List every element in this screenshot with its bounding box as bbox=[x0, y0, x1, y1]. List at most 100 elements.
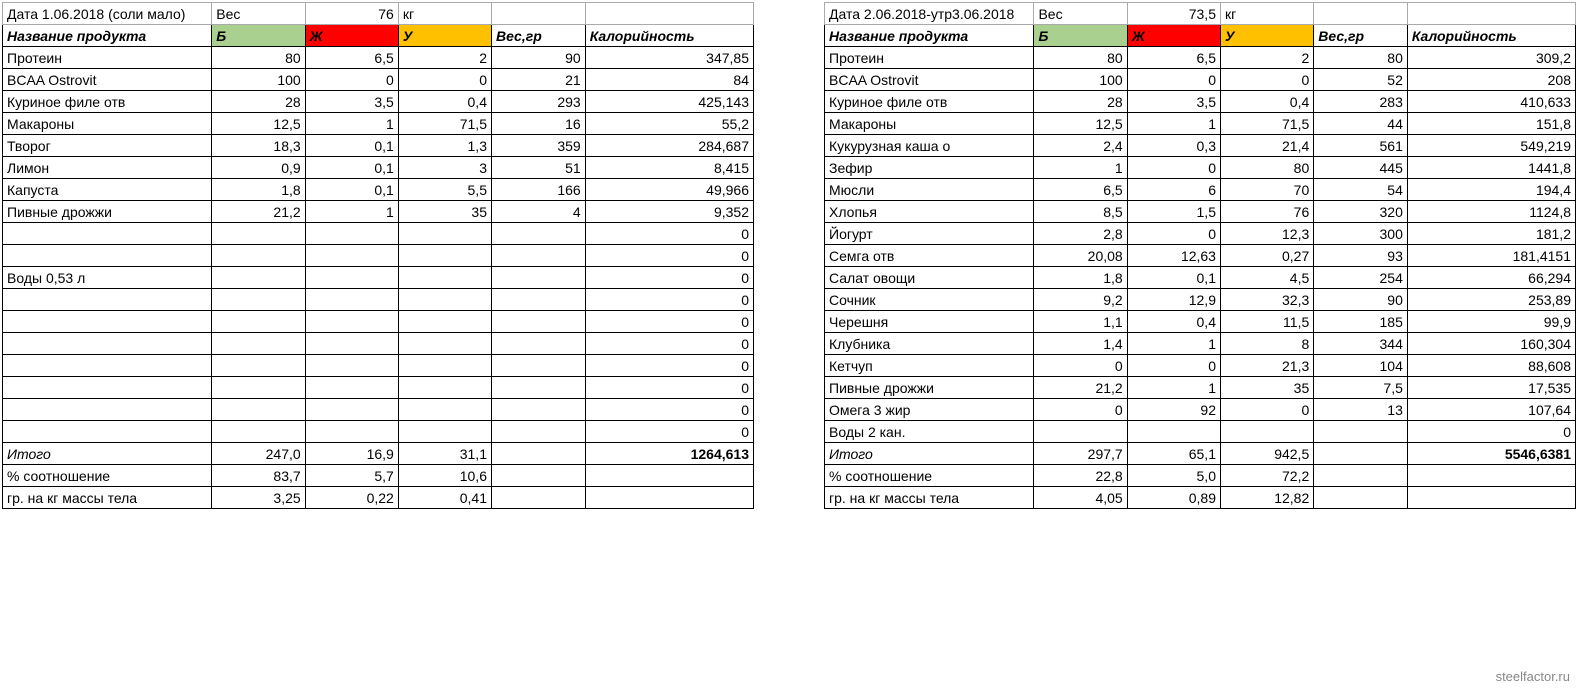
table-row: Пивные дрожжи21,21357,517,535 bbox=[825, 377, 1576, 399]
right-pct-j: 5,0 bbox=[1127, 465, 1220, 487]
cell: 4,5 bbox=[1220, 267, 1313, 289]
cell: Пивные дрожжи bbox=[3, 201, 212, 223]
cell: 0 bbox=[1220, 399, 1313, 421]
cell: 0 bbox=[1220, 69, 1313, 91]
cell: 0 bbox=[585, 399, 753, 421]
cell: 8,415 bbox=[585, 157, 753, 179]
kg-label: кг bbox=[1220, 3, 1313, 25]
cell: 0 bbox=[398, 69, 491, 91]
cell bbox=[305, 245, 398, 267]
cell: 0 bbox=[585, 355, 753, 377]
left-weight: 76 bbox=[305, 3, 398, 25]
cell: 9,352 bbox=[585, 201, 753, 223]
cell: 0 bbox=[1407, 421, 1575, 443]
cell: Протеин bbox=[825, 47, 1034, 69]
cell bbox=[3, 289, 212, 311]
cell bbox=[491, 421, 585, 443]
cell: 6,5 bbox=[1127, 47, 1220, 69]
cell: 0 bbox=[585, 223, 753, 245]
cell: 0,1 bbox=[305, 179, 398, 201]
cell bbox=[3, 399, 212, 421]
right-weight: 73,5 bbox=[1127, 3, 1220, 25]
cell: 0 bbox=[585, 377, 753, 399]
cell: 20,08 bbox=[1034, 245, 1127, 267]
table-row: 0 bbox=[3, 399, 754, 421]
table-row: Сочник9,212,932,390253,89 bbox=[825, 289, 1576, 311]
cell: 445 bbox=[1314, 157, 1408, 179]
blank bbox=[491, 487, 585, 509]
cell bbox=[491, 245, 585, 267]
cell bbox=[305, 377, 398, 399]
cell: 16 bbox=[491, 113, 585, 135]
cell: 35 bbox=[1220, 377, 1313, 399]
hdr-w: Вес,гр bbox=[491, 25, 585, 47]
cell: 0,4 bbox=[1220, 91, 1313, 113]
weight-label: Вес bbox=[212, 3, 305, 25]
cell: Кукурузная каша о bbox=[825, 135, 1034, 157]
cell: 51 bbox=[491, 157, 585, 179]
perkg-label: гр. на кг массы тела bbox=[3, 487, 212, 509]
left-pct-u: 10,6 bbox=[398, 465, 491, 487]
cell bbox=[491, 399, 585, 421]
cell: 21 bbox=[491, 69, 585, 91]
cell: 410,633 bbox=[1407, 91, 1575, 113]
table-row: Йогурт2,8012,3300181,2 bbox=[825, 223, 1576, 245]
cell bbox=[3, 355, 212, 377]
cell: 3,5 bbox=[1127, 91, 1220, 113]
cell: 104 bbox=[1314, 355, 1408, 377]
perkg-label: гр. на кг массы тела bbox=[825, 487, 1034, 509]
table-row: Куриное филе отв283,50,4293425,143 bbox=[3, 91, 754, 113]
cell: 21,4 bbox=[1220, 135, 1313, 157]
cell bbox=[3, 311, 212, 333]
table-row: 0 bbox=[3, 333, 754, 355]
cell: 55,2 bbox=[585, 113, 753, 135]
cell: Семга отв bbox=[825, 245, 1034, 267]
cell: 44 bbox=[1314, 113, 1408, 135]
cell bbox=[491, 333, 585, 355]
cell: 90 bbox=[491, 47, 585, 69]
left-total-w bbox=[491, 443, 585, 465]
cell: 12,3 bbox=[1220, 223, 1313, 245]
hdr-w: Вес,гр bbox=[1314, 25, 1408, 47]
cell: 7,5 bbox=[1314, 377, 1408, 399]
cell bbox=[305, 311, 398, 333]
cell: Куриное филе отв bbox=[825, 91, 1034, 113]
cell bbox=[3, 421, 212, 443]
cell: 254 bbox=[1314, 267, 1408, 289]
right-table: Дата 2.06.2018-утр3.06.2018 Вес 73,5 кг … bbox=[824, 2, 1576, 509]
cell: 0,3 bbox=[1127, 135, 1220, 157]
cell: 9,2 bbox=[1034, 289, 1127, 311]
cell: Зефир bbox=[825, 157, 1034, 179]
cell: 0 bbox=[1034, 399, 1127, 421]
cell bbox=[398, 399, 491, 421]
cell: 425,143 bbox=[585, 91, 753, 113]
right-header-row: Название продукта Б Ж У Вес,гр Калорийно… bbox=[825, 25, 1576, 47]
cell: 28 bbox=[212, 91, 305, 113]
cell: 18,3 bbox=[212, 135, 305, 157]
watermark: steelfactor.ru bbox=[1496, 669, 1570, 684]
table-row: Макароны12,5171,51655,2 bbox=[3, 113, 754, 135]
cell: 1,5 bbox=[1127, 201, 1220, 223]
table-row: Мюсли6,567054194,4 bbox=[825, 179, 1576, 201]
table-row: Воды 0,53 л0 bbox=[3, 267, 754, 289]
cell: 1,4 bbox=[1034, 333, 1127, 355]
cell: 2 bbox=[398, 47, 491, 69]
cell: 11,5 bbox=[1220, 311, 1313, 333]
cell: 6,5 bbox=[1034, 179, 1127, 201]
table-row: Куриное филе отв283,50,4283410,633 bbox=[825, 91, 1576, 113]
table-row: Протеин806,5290347,85 bbox=[3, 47, 754, 69]
cell bbox=[491, 223, 585, 245]
table-row: Омега 3 жир092013107,64 bbox=[825, 399, 1576, 421]
right-total-j: 65,1 bbox=[1127, 443, 1220, 465]
cell: 80 bbox=[1314, 47, 1408, 69]
cell: 80 bbox=[1034, 47, 1127, 69]
blank bbox=[585, 465, 753, 487]
cell: Мюсли bbox=[825, 179, 1034, 201]
cell bbox=[491, 267, 585, 289]
cell: Хлопья bbox=[825, 201, 1034, 223]
cell: 70 bbox=[1220, 179, 1313, 201]
cell: 12,63 bbox=[1127, 245, 1220, 267]
cell: 71,5 bbox=[1220, 113, 1313, 135]
cell: 93 bbox=[1314, 245, 1408, 267]
cell: Черешня bbox=[825, 311, 1034, 333]
